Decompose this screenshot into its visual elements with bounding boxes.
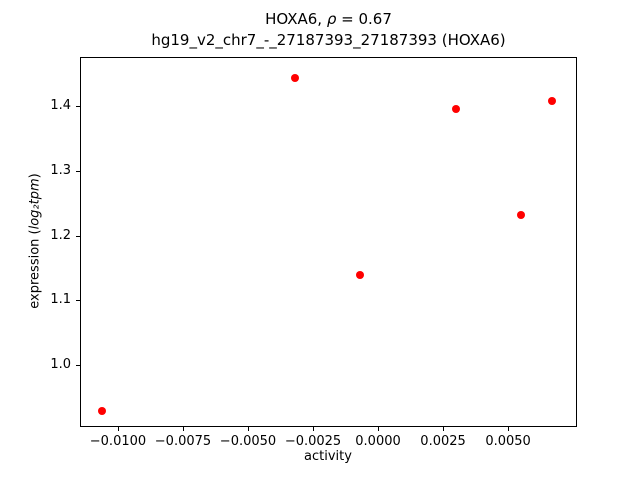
- chart-title-suffix: = 0.67: [336, 10, 392, 28]
- data-point: [548, 96, 557, 105]
- y-axis-tick-label: 1.1: [50, 292, 71, 308]
- plot-area: [80, 57, 577, 427]
- chart-subtitle: hg19_v2_chr7_-_27187393_27187393 (HOXA6): [151, 31, 506, 49]
- y-axis-tick-label: 1.2: [50, 227, 71, 243]
- x-axis-tick-label: −0.0075: [154, 434, 212, 449]
- rho-symbol: ρ: [326, 10, 337, 28]
- y-axis-label-math: log₂tpm: [27, 178, 43, 230]
- data-point: [517, 211, 526, 220]
- x-axis-tick-label: −0.0050: [219, 434, 277, 449]
- x-axis-label: activity: [304, 449, 352, 464]
- x-axis-tick-label: −0.0100: [89, 434, 147, 449]
- x-axis-tick: [117, 427, 119, 431]
- y-axis-tick-label: 1.3: [50, 162, 71, 178]
- chart-title: HOXA6, ρ = 0.67 hg19_v2_chr7_-_27187393_…: [80, 9, 577, 51]
- chart-title-line1: HOXA6, ρ = 0.67: [80, 9, 577, 30]
- data-point: [98, 407, 107, 416]
- x-axis-tick-label: −0.0025: [284, 434, 342, 449]
- y-axis-tick: [76, 300, 80, 302]
- x-axis-tick: [378, 427, 380, 431]
- y-axis-tick: [76, 106, 80, 108]
- data-point: [290, 74, 299, 83]
- y-axis-tick: [76, 235, 80, 237]
- data-point: [355, 270, 364, 279]
- x-axis-tick-label: 0.0050: [485, 434, 531, 449]
- x-axis-tick: [182, 427, 184, 431]
- y-axis-tick: [76, 170, 80, 172]
- x-axis-tick: [508, 427, 510, 431]
- x-axis-tick-label: 0.0000: [355, 434, 401, 449]
- y-axis-tick: [76, 364, 80, 366]
- x-axis-tick-label: 0.0025: [420, 434, 466, 449]
- x-axis-tick: [443, 427, 445, 431]
- data-point: [452, 104, 461, 113]
- y-axis-tick-label: 1.4: [50, 98, 71, 114]
- x-axis-tick: [313, 427, 315, 431]
- x-axis-tick: [248, 427, 249, 431]
- chart-title-prefix: HOXA6,: [265, 10, 327, 28]
- y-axis-tick-label: 1.0: [50, 356, 71, 372]
